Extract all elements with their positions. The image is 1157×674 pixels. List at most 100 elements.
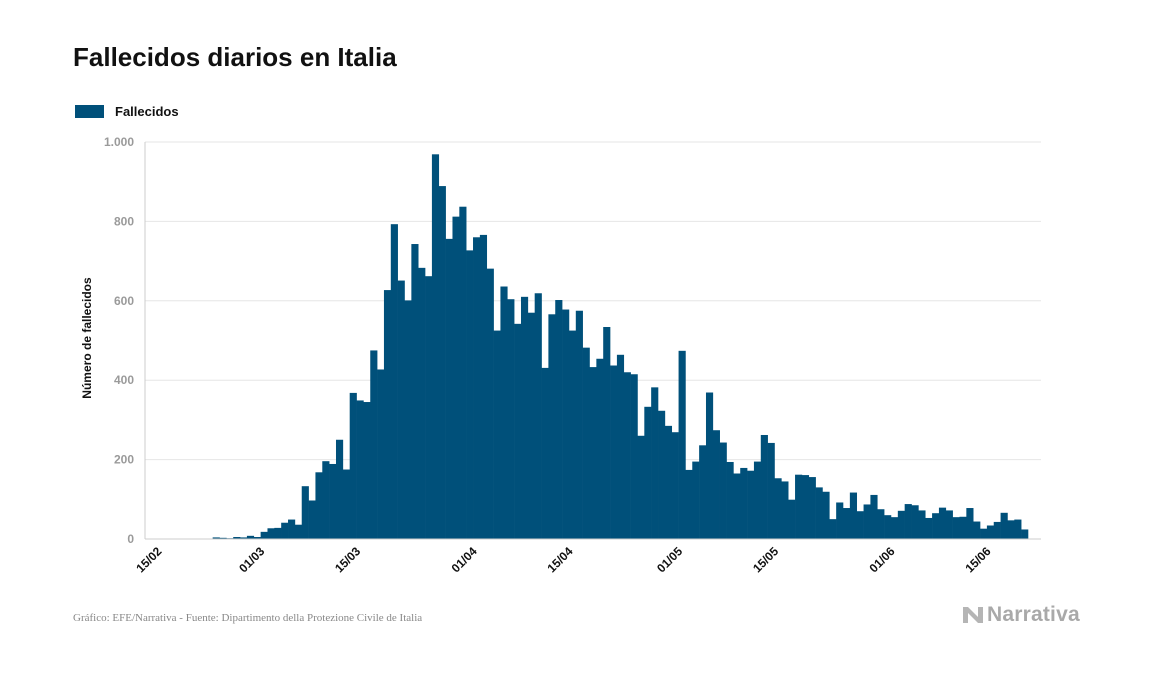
bar	[1007, 520, 1015, 539]
bar	[843, 508, 851, 539]
bar	[719, 442, 727, 539]
y-tick-labels: 0 200 400 600 800 1.000	[104, 135, 134, 546]
bar	[240, 537, 248, 539]
bar	[500, 286, 508, 539]
y-tick-label: 0	[127, 532, 134, 546]
bar	[781, 481, 789, 539]
bar	[925, 517, 933, 539]
y-tick-label: 600	[114, 294, 134, 308]
x-tick-label: 01/06	[866, 544, 897, 575]
bar	[795, 474, 803, 539]
bar	[863, 504, 871, 539]
bar	[404, 300, 412, 539]
n-logo-icon	[963, 607, 983, 623]
bar	[712, 430, 720, 539]
chart-title: Fallecidos diarios en Italia	[73, 42, 397, 72]
bar	[685, 469, 693, 539]
bar	[918, 510, 926, 539]
bar	[418, 267, 426, 539]
source-footer: Gráfico: EFE/Narrativa - Fuente: Diparti…	[73, 612, 423, 624]
bar	[459, 206, 467, 539]
bar	[904, 504, 912, 539]
bar	[747, 470, 755, 539]
x-tick-label: 01/04	[449, 544, 480, 575]
bar	[664, 425, 673, 539]
x-tick-label: 15/05	[750, 544, 781, 575]
bar	[966, 508, 974, 539]
bar	[767, 442, 775, 539]
x-tick-label: 15/06	[962, 544, 993, 575]
bar	[815, 487, 823, 539]
bar	[801, 475, 810, 539]
bar	[911, 505, 919, 539]
x-tick-label: 01/05	[654, 544, 685, 575]
bar	[212, 537, 220, 539]
bar	[445, 238, 453, 539]
x-tick-label: 15/02	[133, 544, 164, 575]
bar	[726, 461, 734, 539]
bar	[568, 330, 577, 539]
logo-text: Narrativa	[987, 603, 1080, 626]
bar	[527, 312, 535, 539]
bar	[260, 531, 268, 539]
bar	[753, 461, 762, 539]
bar	[575, 310, 583, 539]
bar	[246, 535, 255, 539]
bar	[986, 525, 995, 539]
bar	[938, 507, 947, 539]
narrativa-logo: Narrativa	[962, 603, 1080, 627]
y-axis-label: Número de fallecidos	[80, 277, 94, 399]
bar	[870, 494, 878, 539]
bar	[281, 522, 289, 539]
bar	[253, 537, 261, 539]
bar	[623, 372, 631, 539]
bar	[548, 314, 556, 539]
bar	[390, 224, 398, 539]
bar	[397, 280, 405, 539]
bar	[1021, 529, 1029, 539]
bar	[479, 234, 488, 539]
bar	[945, 510, 953, 539]
bar	[294, 524, 303, 539]
bar	[658, 410, 666, 539]
bar	[411, 244, 419, 539]
bar	[932, 513, 940, 539]
bar	[219, 537, 227, 539]
bar	[473, 237, 481, 539]
bar	[493, 330, 501, 539]
bar	[486, 268, 494, 539]
bar	[507, 299, 515, 539]
bar	[980, 528, 988, 539]
bar	[274, 527, 282, 539]
bar	[520, 296, 529, 539]
bar	[370, 350, 378, 539]
bar	[267, 528, 275, 539]
bar	[733, 473, 741, 539]
bar	[699, 445, 707, 539]
bar	[603, 327, 611, 539]
bar	[438, 186, 446, 539]
bar	[541, 367, 549, 539]
y-tick-label: 1.000	[104, 135, 134, 149]
bar	[288, 519, 296, 539]
bar	[1014, 519, 1022, 539]
bar	[383, 290, 392, 539]
bar	[993, 521, 1001, 539]
bar	[705, 392, 714, 539]
bar	[651, 387, 659, 539]
x-tick-label: 01/03	[236, 544, 267, 575]
bar	[774, 478, 782, 539]
bar	[610, 365, 618, 539]
bar	[1000, 512, 1008, 539]
bar	[514, 323, 522, 539]
bar	[877, 509, 885, 539]
bar	[959, 516, 967, 539]
bar	[630, 374, 638, 539]
bar	[452, 216, 460, 539]
y-tick-label: 200	[114, 453, 134, 467]
bar	[678, 350, 686, 539]
bar	[671, 432, 679, 539]
bar	[342, 469, 350, 539]
bar	[233, 537, 241, 539]
